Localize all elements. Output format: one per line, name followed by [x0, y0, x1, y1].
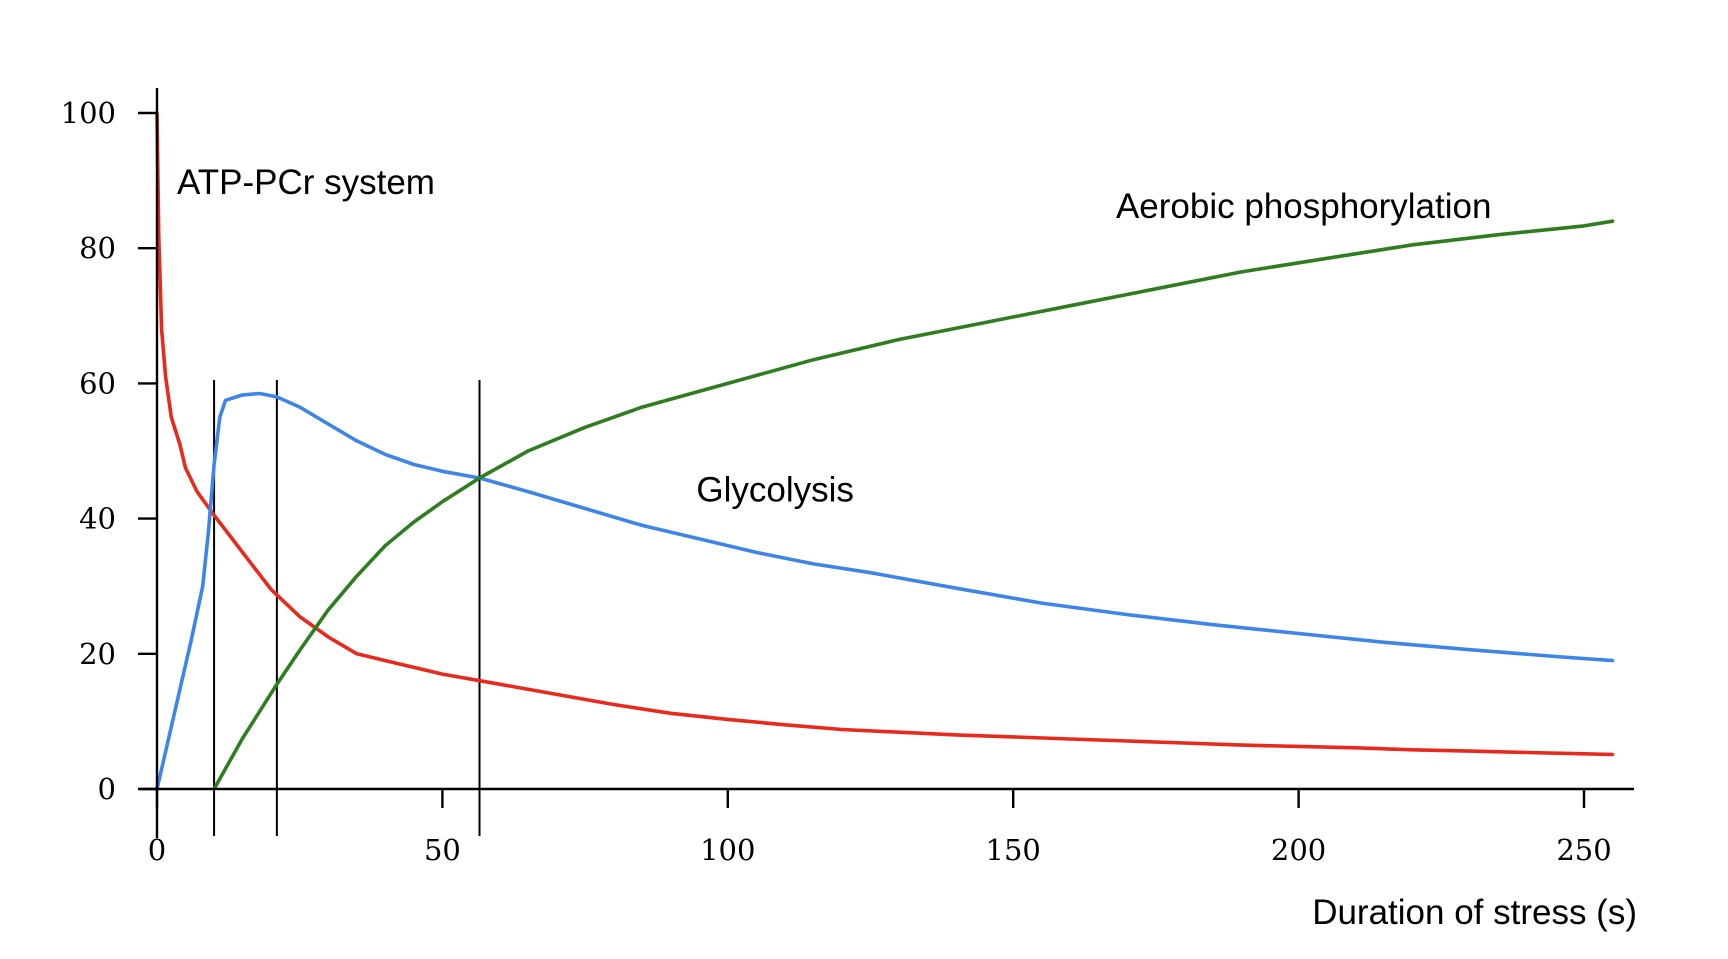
y-tick-label: 20 [79, 637, 116, 671]
x-axis-title: Duration of stress (s) [1312, 893, 1637, 932]
x-tick-label: 150 [986, 833, 1041, 867]
x-tick-label: 0 [148, 833, 166, 867]
x-tick-label: 250 [1556, 833, 1611, 867]
series-annotations: ATP-PCr system Aerobic phosphorylation Gly… [177, 163, 1491, 510]
series-line-glycolysis [155, 391, 1615, 791]
y-tick-label: 0 [98, 772, 116, 806]
series-annotation-2: Aerobic phosphorylation [1116, 187, 1492, 226]
x-tick-label: 100 [700, 833, 755, 867]
series-line-atp-pcr-system [155, 111, 1615, 757]
y-tick-label: 80 [79, 231, 116, 265]
axes [140, 88, 1634, 838]
y-tick-label: 100 [61, 96, 116, 130]
x-tick-label: 200 [1271, 833, 1326, 867]
series-lines [155, 111, 1615, 791]
y-tick-label: 60 [79, 366, 116, 400]
series-annotation-1: ATP-PCr system [177, 163, 435, 202]
axis-ticks: 0 20 40 60 80 100 0 50 100 150 200 250 [61, 96, 1612, 867]
x-tick-label: 50 [424, 833, 461, 867]
y-tick-label: 40 [79, 502, 116, 536]
series-annotation-3: Glycolysis [696, 471, 854, 510]
series-line-aerobic-phosphorylation [212, 219, 1615, 791]
vertical-markers [213, 380, 481, 836]
